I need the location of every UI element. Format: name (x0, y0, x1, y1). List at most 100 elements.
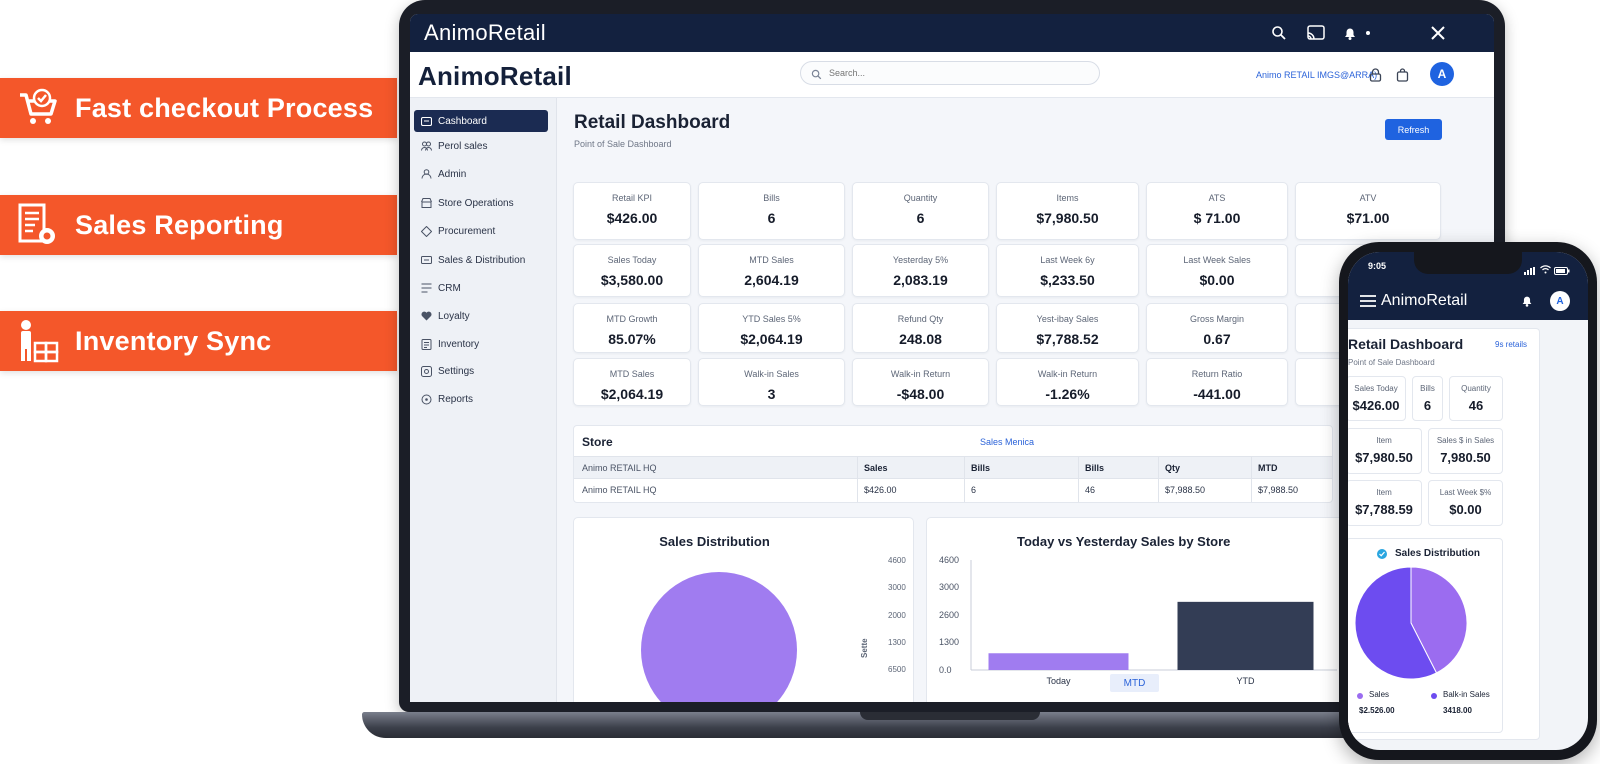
sidebar-item-perol-sales[interactable]: Perol sales (414, 135, 548, 157)
kpi-value: 0.67 (1203, 331, 1231, 347)
table-header-cell[interactable]: Animo RETAIL HQ (582, 463, 657, 473)
kpi-card[interactable]: Yest-ibay Sales $7,788.52 (996, 303, 1139, 353)
table-header-cell[interactable]: Sales (864, 463, 888, 473)
phone-kpi-card[interactable]: Item $7,980.50 (1348, 428, 1422, 474)
sidebar-item-inventory[interactable]: Inventory (414, 333, 548, 355)
kpi-card[interactable]: YTD Sales 5% $2,064.19 (698, 303, 845, 353)
phone-pie-chart (1354, 566, 1468, 680)
bag-icon[interactable] (1394, 67, 1410, 83)
store-selector[interactable]: Animo RETAIL IMGS@ARRA) (1256, 70, 1378, 80)
bell-icon[interactable] (1339, 22, 1361, 44)
phone-kpi-card[interactable]: Bills 6 (1412, 376, 1443, 421)
sidebar-item-procurement[interactable]: Procurement (414, 220, 548, 242)
kpi-value: $2,064.19 (740, 331, 803, 347)
kpi-label: Sales Today (1354, 384, 1398, 393)
close-icon[interactable] (1427, 22, 1449, 44)
app-logo[interactable]: AnimoRetail (418, 61, 572, 91)
kpi-value: -441.00 (1193, 386, 1241, 402)
phone-link[interactable]: 9s retails (1495, 340, 1528, 349)
phone-app-bar: AnimoRetail A (1348, 282, 1588, 320)
phone-kpi-card[interactable]: Item $7,788.59 (1348, 480, 1422, 526)
kpi-label: MTD Sales (749, 255, 794, 265)
table-row[interactable]: Animo RETAIL HQ $426.00 6 46 $7,988.50 $… (574, 479, 1332, 502)
kpi-value: 7,980.50 (1440, 450, 1491, 465)
search-input[interactable] (829, 65, 1089, 81)
sidebar-item-reports[interactable]: Reports (414, 388, 548, 410)
sidebar-item-label: Sales & Distribution (438, 254, 526, 266)
report-gear-icon (0, 195, 75, 255)
sidebar-item-label: Procurement (438, 225, 496, 237)
sidebar-item-dashboard[interactable]: Cashboard (414, 110, 548, 132)
kpi-label: Walk-in Return (1037, 369, 1098, 379)
kpi-value: 85.07% (608, 331, 656, 347)
kpi-label: ATS (1208, 193, 1226, 203)
phone-brand: AnimoRetail (1381, 292, 1468, 309)
kpi-card[interactable]: Return Ratio -441.00 (1146, 358, 1288, 406)
kpi-card[interactable]: Sales Today $3,580.00 (573, 244, 691, 297)
kpi-card[interactable]: Walk-in Return -1.26% (996, 358, 1139, 406)
kpi-value: $426.00 (1352, 398, 1400, 413)
sidebar-item-crm[interactable]: CRM (414, 277, 548, 299)
kpi-card[interactable]: Last Week Sales $0.00 (1146, 244, 1288, 297)
axis-tick: 2000 (888, 611, 906, 620)
y-tick-label: 0.0 (939, 665, 952, 675)
phone-kpi-card[interactable]: Sales Today $426.00 (1348, 376, 1406, 421)
kpi-label: MTD Sales (609, 369, 655, 379)
bar-chart: 4600 3000 2600 1300 0.0 Today YTD (939, 555, 1337, 686)
table-header-cell[interactable]: MTD (1258, 463, 1278, 473)
kpi-card[interactable]: MTD Sales $2,064.19 (573, 358, 691, 406)
store-table-link[interactable]: Sales Menica (980, 437, 1035, 447)
kpi-value: 6 (1423, 398, 1432, 413)
kpi-card[interactable]: Walk-in Sales 3 (698, 358, 845, 406)
kpi-card[interactable]: Yesterday 5% 2,083.19 (852, 244, 989, 297)
lock-icon[interactable] (1367, 67, 1383, 83)
sidebar-item-loyalty[interactable]: Loyalty (414, 305, 548, 327)
kpi-card[interactable]: Refund Qty 248.08 (852, 303, 989, 353)
kpi-value: $7,788.59 (1355, 502, 1413, 517)
kpi-card[interactable]: ATS $ 71.00 (1146, 182, 1288, 240)
search-box[interactable] (800, 61, 1100, 85)
kpi-card[interactable]: Bills 6 (698, 182, 845, 240)
sidebar-item-admin[interactable]: Admin (414, 163, 548, 185)
kpi-card[interactable]: Items $7,980.50 (996, 182, 1139, 240)
kpi-value: $71.00 (1346, 210, 1390, 226)
phone-kpi-card[interactable]: Sales $ in Sales 7,980.50 (1428, 428, 1503, 474)
cast-icon[interactable] (1305, 22, 1327, 44)
chart-title: Today vs Yesterday Sales by Store (927, 534, 1345, 549)
user-avatar[interactable]: A (1430, 62, 1454, 86)
kpi-card[interactable]: Walk-in Return -$48.00 (852, 358, 989, 406)
mtd-toggle[interactable]: MTD (1110, 674, 1159, 692)
table-header-cell[interactable]: Qty (1165, 463, 1181, 473)
kpi-label: Yest-ibay Sales (1036, 314, 1099, 324)
search-icon[interactable] (1268, 22, 1290, 44)
phone-kpi-card[interactable]: Quantity 46 (1449, 376, 1503, 421)
table-header-cell[interactable]: Bills (1085, 463, 1105, 473)
kpi-value: 6 (916, 210, 925, 226)
user-avatar[interactable]: A (1550, 291, 1570, 311)
kpi-card[interactable]: MTD Growth 85.07% (573, 303, 691, 353)
bell-icon[interactable] (1520, 293, 1534, 313)
phone-kpi-card[interactable]: Last Week $% $0.00 (1428, 480, 1503, 526)
sidebar-item-store-operations[interactable]: Store Operations (414, 192, 548, 214)
sidebar-item-sales-distribution[interactable]: Sales & Distribution (414, 249, 548, 271)
main-content: Retail Dashboard Point of Sale Dashboard… (557, 98, 1494, 702)
kpi-card[interactable]: Quantity 6 (852, 182, 989, 240)
kpi-value: $0.00 (1199, 272, 1235, 288)
kpi-card[interactable]: ATV $71.00 (1295, 182, 1441, 240)
status-time: 9:05 (1368, 261, 1387, 271)
sidebar-item-label: Loyalty (438, 310, 470, 322)
menu-icon[interactable] (1360, 294, 1376, 312)
kpi-card[interactable]: Gross Margin 0.67 (1146, 303, 1288, 353)
table-divider (857, 456, 858, 502)
kpi-card[interactable]: Retail KPI $426.00 (573, 182, 691, 240)
chart-title: Sales Distribution (659, 534, 770, 549)
refresh-button[interactable]: Refresh (1385, 119, 1442, 140)
kpi-value: $,233.50 (1040, 272, 1095, 288)
kpi-value: 46 (1468, 398, 1484, 413)
kpi-card[interactable]: MTD Sales 2,604.19 (698, 244, 845, 297)
table-header-cell[interactable]: Bills (971, 463, 991, 473)
sidebar-item-label: Cashboard (438, 115, 487, 127)
kpi-card[interactable]: Last Week 6y $,233.50 (996, 244, 1139, 297)
sidebar-item-settings[interactable]: Settings (414, 360, 548, 382)
kpi-label: Yesterday 5% (892, 255, 949, 265)
